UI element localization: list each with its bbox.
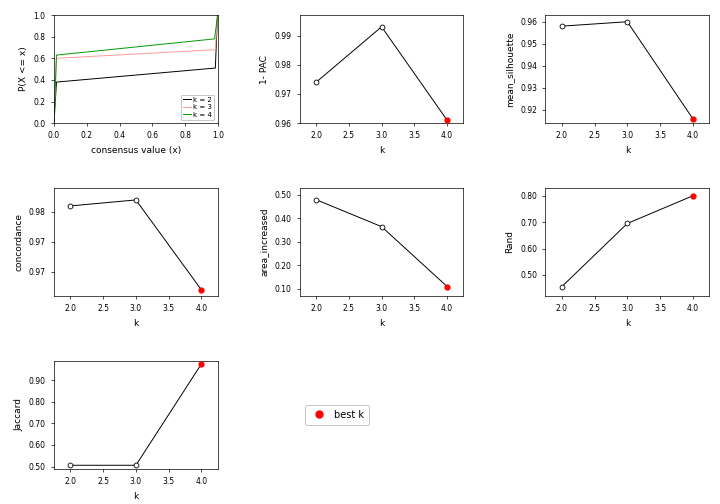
X-axis label: k: k	[625, 319, 630, 328]
X-axis label: k: k	[379, 319, 384, 328]
X-axis label: k: k	[379, 146, 384, 155]
Y-axis label: 1- PAC: 1- PAC	[260, 54, 269, 84]
Y-axis label: area_increased: area_increased	[260, 208, 269, 276]
Y-axis label: P(X <= x): P(X <= x)	[19, 47, 28, 92]
X-axis label: consensus value (x): consensus value (x)	[91, 146, 181, 155]
Y-axis label: mean_silhouette: mean_silhouette	[505, 31, 515, 107]
Y-axis label: Jaccard: Jaccard	[14, 398, 23, 431]
Legend: k = 2, k = 3, k = 4: k = 2, k = 3, k = 4	[181, 95, 215, 119]
X-axis label: k: k	[133, 319, 138, 328]
Y-axis label: Rand: Rand	[505, 230, 515, 254]
Y-axis label: concordance: concordance	[14, 213, 23, 271]
X-axis label: k: k	[133, 491, 138, 500]
Legend: best k: best k	[305, 405, 369, 424]
X-axis label: k: k	[625, 146, 630, 155]
